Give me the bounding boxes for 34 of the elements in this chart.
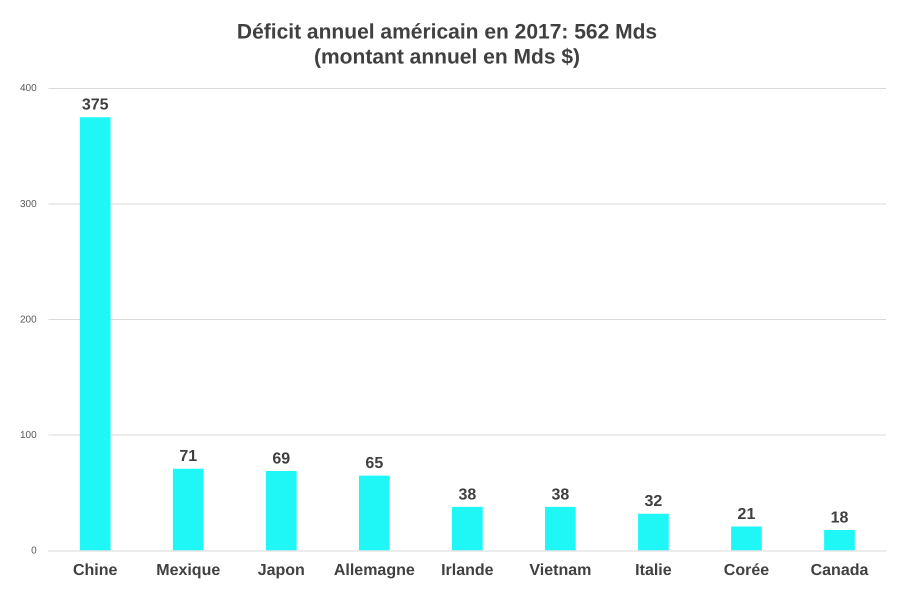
y-tick-label: 0 — [31, 546, 38, 557]
text: (montant annuel en Mds $) — [314, 46, 580, 69]
y-tick-label: 400 — [20, 83, 38, 94]
bar — [452, 506, 483, 550]
x-tick-label: Chine — [72, 562, 118, 579]
data-label: 65 — [365, 455, 384, 472]
data-label: 71 — [179, 448, 198, 466]
bar — [358, 476, 390, 550]
data-label: 18 — [830, 509, 848, 526]
x-tick-label: Italie — [635, 562, 672, 579]
x-tick-label: Irlande — [441, 562, 494, 579]
bar — [172, 468, 204, 550]
data-label: 69 — [272, 450, 290, 468]
bar — [638, 514, 669, 550]
y-tick-label: 200 — [20, 314, 38, 326]
x-tick-label: Allemagne — [334, 562, 415, 579]
x-tick-label: Corée — [724, 562, 770, 579]
bar — [731, 526, 762, 550]
y-tick-label: 100 — [20, 430, 38, 441]
data-label: 21 — [738, 506, 756, 523]
bar — [545, 506, 576, 550]
bar — [824, 530, 855, 550]
bar — [80, 117, 111, 550]
x-tick-label: Vietnam — [529, 562, 592, 579]
text: Déficit annuel américain en 2017: 562 Mds — [236, 20, 658, 44]
bar — [266, 471, 297, 550]
data-label: 32 — [644, 493, 662, 510]
y-tick-label: 300 — [20, 198, 38, 210]
x-tick-label: Japon — [258, 562, 305, 579]
data-label: 38 — [458, 486, 476, 504]
data-label: 38 — [551, 486, 570, 504]
data-label: 375 — [82, 96, 109, 114]
x-tick-label: Mexique — [156, 562, 220, 579]
x-tick-label: Canada — [810, 562, 868, 579]
